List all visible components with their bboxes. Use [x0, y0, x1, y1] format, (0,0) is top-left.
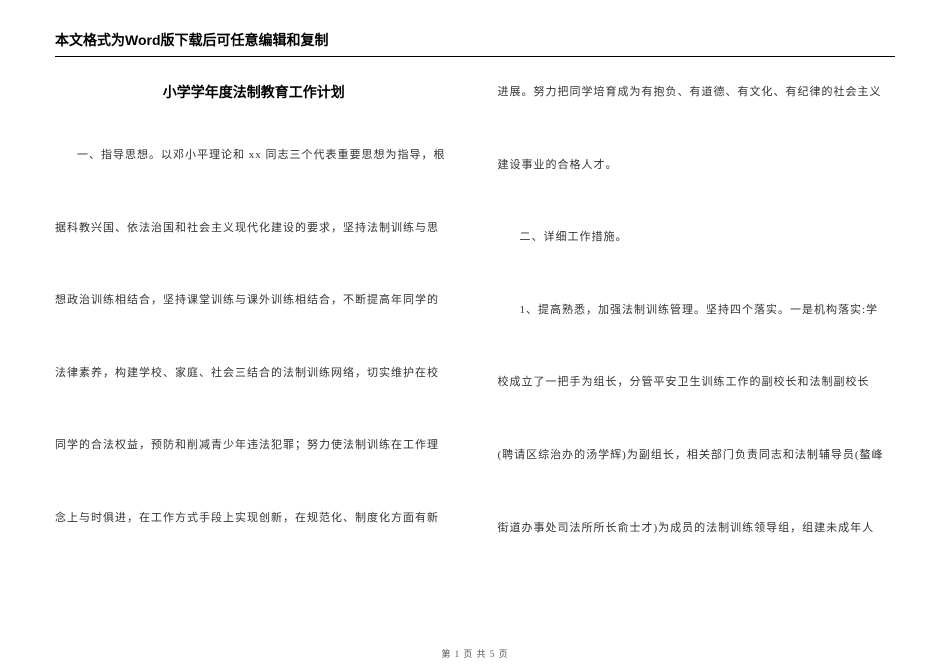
paragraph-line: 一、指导思想。以邓小平理论和 xx 同志三个代表重要思想为指导，根 — [55, 147, 453, 165]
paragraph-line: 想政治训练相结合，坚持课堂训练与课外训练相结合，不断提高年同学的 — [55, 292, 453, 310]
header-notice: 本文格式为Word版下载后可任意编辑和复制 — [55, 30, 895, 57]
paragraph-line: (聘请区综治办的汤学辉)为副组长，相关部门负责同志和法制辅导员(螯峰 — [498, 447, 896, 465]
document-title: 小学学年度法制教育工作计划 — [55, 82, 453, 102]
paragraph-line: 建设事业的合格人才。 — [498, 157, 896, 175]
paragraph-line: 二、详细工作措施。 — [498, 229, 896, 247]
page-container: 本文格式为Word版下载后可任意编辑和复制 小学学年度法制教育工作计划 一、指导… — [0, 0, 950, 672]
left-column: 小学学年度法制教育工作计划 一、指导思想。以邓小平理论和 xx 同志三个代表重要… — [55, 82, 453, 622]
paragraph-line: 同学的合法权益，预防和削减青少年违法犯罪；努力使法制训练在工作理 — [55, 437, 453, 455]
content-area: 小学学年度法制教育工作计划 一、指导思想。以邓小平理论和 xx 同志三个代表重要… — [55, 82, 895, 622]
paragraph-line: 校成立了一把手为组长，分管平安卫生训练工作的副校长和法制副校长 — [498, 374, 896, 392]
paragraph-line: 法律素养，构建学校、家庭、社会三结合的法制训练网络，切实维护在校 — [55, 365, 453, 383]
right-column: 进展。努力把同学培育成为有抱负、有道德、有文化、有纪律的社会主义 建设事业的合格… — [498, 82, 896, 622]
paragraph-line: 1、提高熟悉，加强法制训练管理。坚持四个落实。一是机构落实:学 — [498, 302, 896, 320]
paragraph-line: 念上与时俱进，在工作方式手段上实现创新，在规范化、制度化方面有新 — [55, 510, 453, 528]
paragraph-line: 进展。努力把同学培育成为有抱负、有道德、有文化、有纪律的社会主义 — [498, 84, 896, 102]
page-footer: 第 1 页 共 5 页 — [0, 647, 950, 660]
paragraph-line: 街道办事处司法所所长俞士才)为成员的法制训练领导组，组建未成年人 — [498, 520, 896, 538]
paragraph-line: 据科教兴国、依法治国和社会主义现代化建设的要求，坚持法制训练与思 — [55, 220, 453, 238]
